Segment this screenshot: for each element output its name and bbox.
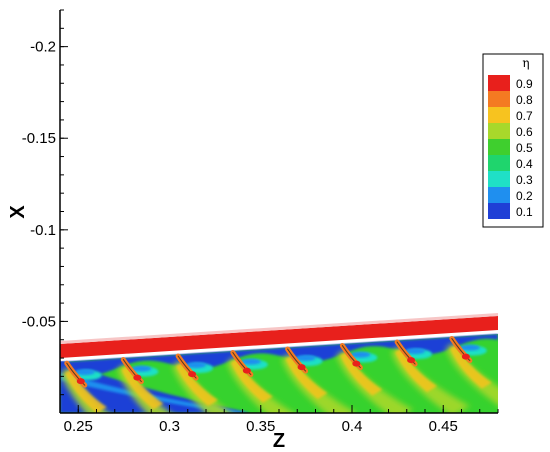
field-patch-blue <box>131 365 152 372</box>
legend-swatch <box>488 139 510 155</box>
y-tick-label: -0.1 <box>30 222 56 239</box>
field-band-low <box>60 334 498 377</box>
field-patch-blue <box>295 355 316 362</box>
field-patch-blue <box>74 369 95 376</box>
x-tick-label: 0.4 <box>342 418 363 435</box>
film-jet <box>117 357 171 413</box>
x-tick-label: 0.45 <box>429 418 458 435</box>
legend-label: 0.5 <box>516 141 533 155</box>
legend-swatch <box>488 107 510 123</box>
jet-plume-green <box>391 346 471 413</box>
x-tick-label: 0.3 <box>159 418 180 435</box>
jet-hot-spot <box>76 378 85 385</box>
legend-swatch <box>488 171 510 187</box>
film-strip <box>60 316 498 358</box>
jet-plume-yellow <box>230 358 273 403</box>
x-tick-label: 0.35 <box>246 418 275 435</box>
axes: 0.25 0.3 0.35 0.4 0.45 -0.2 -0.15 -0.1 -0.05 <box>22 9 499 435</box>
legend-swatch <box>488 203 510 219</box>
field-patch-blue <box>459 344 480 351</box>
film-strip-light-edge <box>60 313 498 344</box>
field-base <box>60 334 498 413</box>
legend-label: 0.6 <box>516 125 533 139</box>
x-axis-title: Z <box>273 430 285 452</box>
y-tick-label: -0.15 <box>22 130 56 147</box>
jet-hot-spot <box>461 353 470 360</box>
film-jet <box>391 339 471 413</box>
legend-items: 0.9 0.8 0.7 0.6 0.5 0.4 0.3 0.2 0.1 <box>488 75 533 219</box>
film-strip-lip <box>60 331 498 361</box>
jet-hot-spot <box>297 364 306 371</box>
jet-plume-yellow <box>395 348 438 393</box>
jet-plume-yellow <box>64 369 107 413</box>
jet-plume-yellow <box>340 351 383 396</box>
jet-hot-spot <box>352 360 361 367</box>
film-jet <box>172 353 233 413</box>
contour-field <box>60 313 498 413</box>
film-jet <box>281 346 357 413</box>
field-patch-blue <box>350 351 371 358</box>
jet-hot-spot <box>133 374 142 381</box>
jet-plume-yellow <box>285 355 328 400</box>
legend-label: 0.1 <box>516 205 533 219</box>
jet-plume-yellow <box>176 362 219 407</box>
legend-label: 0.3 <box>516 173 533 187</box>
jet-plume-yellow <box>121 365 164 410</box>
film-jet <box>336 343 414 413</box>
legend-label: 0.9 <box>516 77 533 91</box>
y-axis-title: X <box>7 205 29 219</box>
legend-swatch <box>488 187 510 203</box>
legend-swatch <box>488 123 510 139</box>
film-jet <box>445 336 498 406</box>
field-patch-blue <box>405 348 426 355</box>
jet-hot-spot <box>407 357 416 364</box>
field-patch-blue <box>240 358 261 365</box>
jet-hot-spot <box>242 367 251 374</box>
y-tick-label: -0.2 <box>30 39 56 56</box>
jet-hot-spot <box>188 371 197 378</box>
legend-swatch <box>488 91 510 107</box>
film-jet <box>226 350 295 413</box>
field-low-region <box>60 360 250 413</box>
x-tick-label: 0.25 <box>64 418 93 435</box>
legend: η 0.9 0.8 0.7 0.6 0.5 0.4 0.3 0.2 0.1 <box>482 53 544 228</box>
y-tick-label: -0.05 <box>22 313 56 330</box>
film-jet <box>60 360 109 413</box>
legend-swatch <box>488 155 510 171</box>
legend-label: 0.4 <box>516 157 533 171</box>
legend-swatch <box>488 75 510 91</box>
field-patch-blue <box>186 362 207 369</box>
legend-label: 0.8 <box>516 93 533 107</box>
legend-label: 0.2 <box>516 189 533 203</box>
legend-label: 0.7 <box>516 109 533 123</box>
jet-plume-yellow <box>449 344 492 389</box>
legend-title: η <box>522 56 529 70</box>
